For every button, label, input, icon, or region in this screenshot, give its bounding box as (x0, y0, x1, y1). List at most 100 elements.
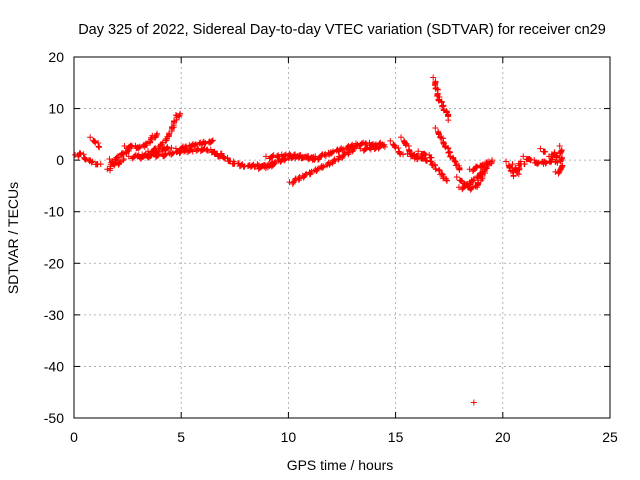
data-point (149, 132, 156, 139)
x-tick-label: 15 (388, 429, 404, 445)
data-point (440, 107, 447, 114)
data-point (116, 159, 123, 166)
data-point (444, 177, 451, 184)
x-tick-label: 20 (495, 429, 511, 445)
data-point (320, 163, 327, 170)
data-point (80, 151, 87, 158)
data-point (535, 159, 542, 166)
data-point (72, 151, 79, 158)
data-point (314, 166, 321, 173)
data-point (281, 157, 288, 164)
data-point (353, 140, 360, 147)
data-point (312, 153, 319, 160)
data-point (432, 125, 439, 131)
data-point (120, 157, 127, 164)
data-point (326, 161, 333, 168)
data-point (557, 166, 564, 173)
data-point (534, 160, 541, 167)
data-point (125, 153, 132, 160)
data-point (473, 164, 480, 171)
data-point (182, 143, 189, 150)
data-point (106, 155, 113, 162)
data-point (140, 153, 147, 160)
data-point (261, 163, 268, 170)
data-point (439, 103, 446, 110)
data-point (262, 153, 269, 160)
data-point (442, 144, 449, 151)
data-point (339, 147, 346, 154)
data-point (296, 173, 303, 180)
data-point (520, 153, 527, 160)
data-point (162, 151, 169, 158)
data-point (437, 134, 444, 141)
y-axis-label: SDTVAR / TECUs (5, 182, 21, 294)
data-point (398, 134, 405, 141)
data-point (119, 151, 126, 158)
data-point (453, 161, 460, 168)
data-point (194, 145, 201, 152)
data-point (467, 181, 474, 188)
data-point (271, 159, 278, 166)
data-point (181, 144, 188, 151)
data-point (175, 113, 182, 120)
data-point (507, 168, 514, 175)
data-point (147, 153, 154, 160)
data-point (117, 158, 124, 165)
data-point (453, 173, 460, 180)
data-point (114, 154, 121, 161)
data-point (272, 158, 279, 165)
data-point (332, 157, 339, 164)
data-points (72, 74, 566, 406)
data-point (330, 148, 337, 155)
data-point (469, 178, 476, 185)
data-point (169, 150, 176, 157)
data-point (274, 153, 281, 160)
data-point (89, 158, 96, 165)
data-point (470, 176, 477, 183)
data-point (357, 145, 364, 152)
data-point (121, 143, 128, 150)
data-point (154, 130, 161, 137)
data-point (302, 171, 309, 178)
data-point (275, 152, 282, 159)
data-point (165, 145, 172, 152)
data-point (340, 152, 347, 159)
data-point (431, 82, 438, 89)
data-point (96, 144, 103, 151)
data-point (141, 152, 148, 159)
data-point (430, 74, 437, 81)
y-tick-label: -20 (44, 255, 64, 271)
data-point (542, 148, 549, 155)
data-point (211, 150, 218, 157)
data-point (97, 161, 104, 168)
data-point (350, 143, 357, 150)
data-point (295, 175, 302, 182)
data-point (340, 146, 347, 153)
y-tick-label: -40 (44, 358, 64, 374)
data-point (201, 140, 208, 147)
data-point (415, 148, 422, 155)
data-point (432, 166, 439, 173)
data-point (381, 143, 388, 150)
data-point (252, 163, 259, 170)
data-point (161, 152, 168, 159)
data-point (153, 132, 160, 139)
data-point (456, 166, 463, 173)
data-point (176, 112, 183, 119)
data-point (557, 158, 564, 165)
data-point (479, 162, 486, 169)
data-point (136, 144, 143, 151)
data-point (537, 145, 544, 152)
data-point (447, 153, 454, 160)
data-point (470, 177, 477, 184)
x-tick-label: 10 (281, 429, 297, 445)
data-point (87, 134, 94, 141)
plot-frame (73, 56, 611, 419)
axis-tick-labels: 0 5 10 15 20 25 20 10 0 -10 -20 -30 -40 -50 (44, 49, 618, 445)
data-point (135, 152, 142, 159)
data-point (521, 161, 528, 168)
data-point (307, 169, 314, 176)
chart-title: Day 325 of 2022, Sidereal Day-to-day VTE… (78, 22, 606, 38)
data-point (303, 170, 310, 177)
x-tick-label: 5 (177, 429, 185, 445)
